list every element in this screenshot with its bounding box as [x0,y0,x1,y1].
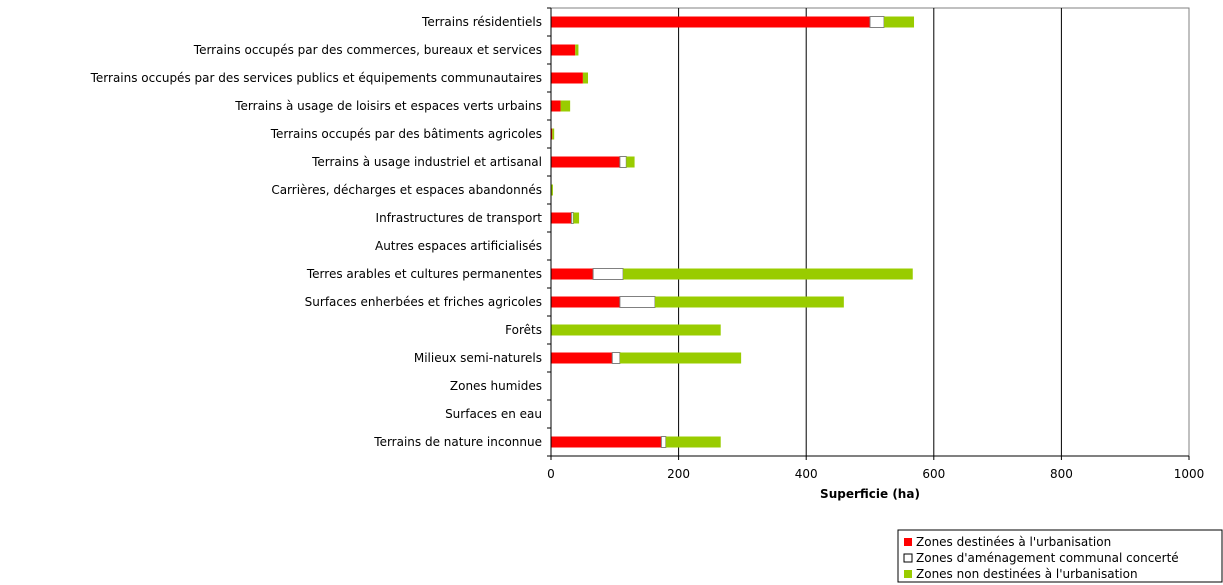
y-axis-ticks [547,7,551,457]
bar-segment [551,324,721,336]
bar-segment [582,72,589,84]
bar-segment [619,352,742,364]
category-label: Carrières, décharges et espaces abandonn… [271,183,542,197]
bar-segment [575,44,579,56]
legend-items: Zones destinées à l'urbanisation Zones d'… [903,535,1179,581]
bar-segment [619,156,627,168]
bar-segment [611,352,621,364]
bar-segment [592,268,624,280]
category-label: Forêts [505,323,542,337]
bar-segment [551,212,572,224]
legend-label: Zones d'aménagement communal concerté [916,551,1179,565]
x-tick-label: 0 [547,467,555,481]
legend-label: Zones non destinées à l'urbanisation [916,567,1138,581]
bar-segment [551,296,620,308]
category-label: Terrains à usage industriel et artisanal [311,155,542,169]
bar-segment [660,436,667,448]
bar-segment [884,16,915,28]
legend-box [897,529,1223,583]
category-label: Autres espaces artificialisés [375,239,542,253]
category-label: Milieux semi-naturels [414,351,542,365]
bar-segment [551,44,576,56]
category-label: Terrains occupés par des commerces, bure… [193,43,542,57]
category-label: Zones humides [450,379,542,393]
category-label: Surfaces en eau [445,407,542,421]
x-tick-label: 1000 [1174,467,1205,481]
bar-segment [551,352,613,364]
bar-segment [869,16,885,28]
x-axis-ticks: 0 200 400 600 800 1000 [547,456,1204,481]
legend: Zones destinées à l'urbanisation Zones d'… [897,529,1223,583]
x-tick-label: 800 [1050,467,1073,481]
category-label: Terrains à usage de loisirs et espaces v… [234,99,542,113]
bar-segment [551,268,594,280]
bar-segment [570,212,574,224]
bar-segment [623,268,913,280]
category-label: Surfaces enherbées et friches agricoles [305,295,542,309]
legend-label: Zones destinées à l'urbanisation [916,535,1111,549]
x-tick-label: 200 [667,467,690,481]
bar-segment [551,184,553,196]
bar-segment [665,436,721,448]
plot-area [550,7,1190,457]
bar-segment [560,100,571,112]
bar-segment [551,156,620,168]
gridlines [678,8,1062,456]
bar-segment [551,100,561,112]
x-tick-label: 600 [922,467,945,481]
category-labels: Terrains résidentiels Terrains occupés pa… [90,15,543,449]
bar-segment [551,128,553,140]
bar-segment [626,156,635,168]
category-label: Terrains de nature inconnue [373,435,542,449]
category-label: Terrains résidentiels [421,15,542,29]
category-label: Terrains occupés par des services public… [90,71,542,85]
legend-swatch [904,570,912,578]
bar-segment [552,128,555,140]
bars [551,16,915,448]
bar-segment [551,436,662,448]
category-label: Terres arables et cultures permanentes [306,267,542,281]
bar-segment [619,296,656,308]
bar-segment [573,212,580,224]
x-axis-title: Superficie (ha) [820,487,920,501]
category-label: Terrains occupés par des bâtiments agric… [270,127,542,141]
bar-segment [551,72,583,84]
category-label: Infrastructures de transport [376,211,543,225]
bar-segment [654,296,844,308]
legend-swatch [903,553,913,563]
legend-swatch [904,538,912,546]
bar-segment [551,16,870,28]
x-tick-label: 400 [795,467,818,481]
